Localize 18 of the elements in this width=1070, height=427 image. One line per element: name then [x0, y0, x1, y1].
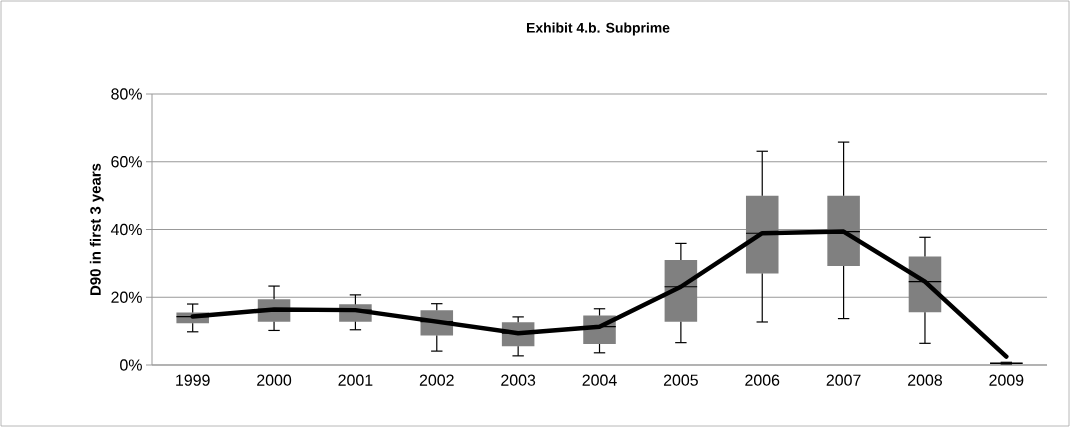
- x-tick-label: 2008: [908, 374, 942, 386]
- y-tick-label: 80%: [111, 88, 142, 100]
- y-tick-label: 20%: [111, 291, 142, 303]
- y-axis-title: D90 in first 3 years: [89, 163, 104, 295]
- x-tick-label: 2007: [826, 374, 861, 386]
- y-tick-label: 60%: [111, 156, 142, 168]
- x-tick-label: 2003: [501, 374, 536, 386]
- y-tick-label: 40%: [110, 223, 142, 236]
- x-tick-label: 2005: [663, 374, 698, 386]
- x-tick-label: 2009: [989, 374, 1024, 386]
- chart-title: Exhibit 4.b. Subprime: [527, 22, 670, 36]
- x-tick-label: 2002: [419, 374, 454, 386]
- x-tick-label: 2000: [257, 374, 292, 386]
- x-tick-label: 2006: [745, 374, 780, 386]
- x-tick-label: 1999: [176, 374, 210, 386]
- x-tick-label: 2001: [338, 374, 373, 386]
- x-tick-label: 2004: [582, 374, 617, 386]
- y-tick-label: 0%: [120, 359, 142, 371]
